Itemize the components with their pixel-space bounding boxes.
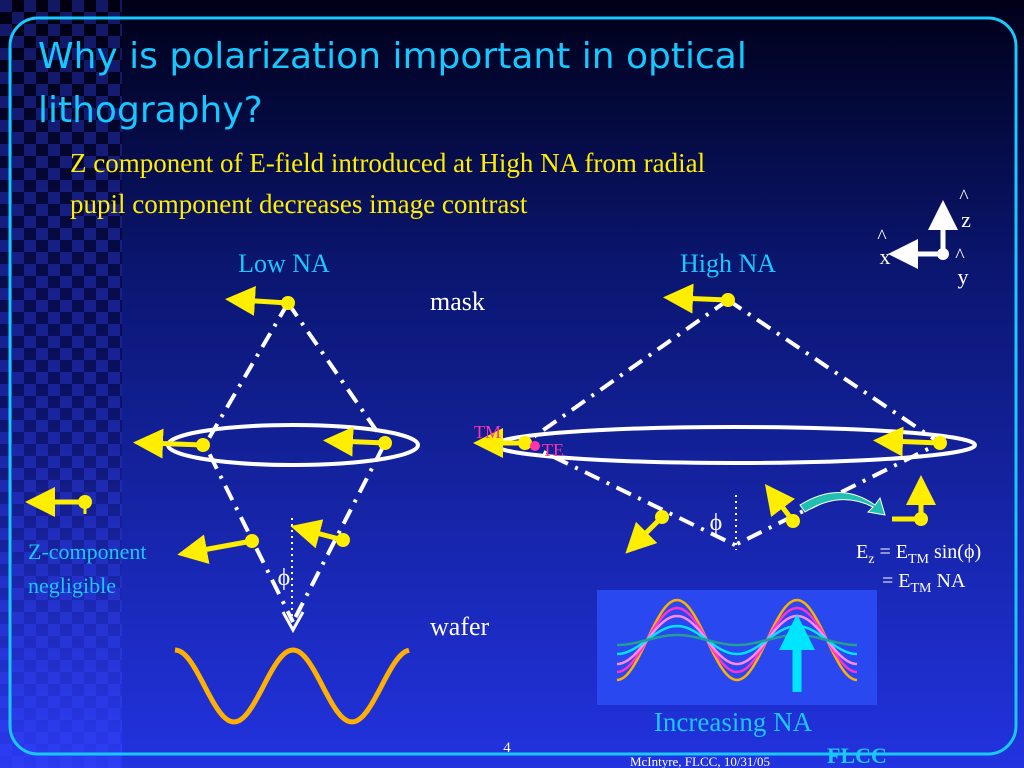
contrast-wave: [616, 614, 858, 666]
contrast-wave: [616, 598, 858, 682]
axis-name: y: [958, 264, 969, 289]
axes-icon: [888, 200, 958, 269]
angle-label: ϕ: [278, 565, 291, 591]
focus-arrow: [281, 611, 305, 634]
subtitle-line: pupil component decreases image contrast: [70, 189, 528, 219]
angle-label: ϕ: [710, 510, 723, 536]
formula-sub: z: [868, 552, 874, 567]
axis-hat: ^: [959, 186, 969, 208]
z-note: negligible: [28, 573, 116, 598]
axis-hat: ^: [877, 226, 887, 248]
contrast-wave: [616, 624, 858, 656]
increasing-label: Increasing NA: [654, 707, 813, 737]
low-na-label: Low NA: [238, 249, 330, 278]
ray: [286, 301, 388, 623]
wafer-label: wafer: [430, 612, 490, 641]
frame: [8, 16, 1018, 756]
low-na-fields: [25, 285, 392, 565]
axis-name: x: [880, 244, 891, 269]
te-dot: [530, 441, 540, 451]
page-number: 4: [503, 740, 511, 756]
tm-label: TM: [474, 422, 501, 442]
rotation-arrow: [799, 492, 886, 516]
mask-label: mask: [430, 287, 485, 316]
formula-part: E: [856, 541, 868, 563]
formula-sub: TM: [911, 581, 933, 596]
footer-credit: McIntyre, FLCC, 10/31/05: [630, 754, 770, 768]
intensity-wave: [174, 647, 410, 725]
contrast-wave: [617, 633, 857, 647]
formula-part: = E: [874, 541, 908, 563]
contrast-waves: [616, 598, 858, 682]
subtitle-line: Z component of E-field introduced at Hig…: [70, 148, 705, 178]
te-label: TE: [542, 440, 564, 460]
z-note: Z-component: [28, 539, 147, 564]
axis-name: z: [961, 207, 971, 232]
high-na-fields: [473, 283, 947, 554]
title-line: Why is polarization important in optical: [38, 36, 747, 77]
formula-sub: TM: [908, 552, 930, 567]
formula-part: sin(ϕ): [929, 541, 981, 563]
contrast-wave: [616, 606, 858, 674]
footer-logo: FLCC: [827, 743, 887, 768]
formula: = ETM NA: [882, 570, 966, 596]
title-line: lithography?: [38, 90, 263, 131]
formula-part: NA: [932, 570, 966, 592]
high-na-label: High NA: [680, 249, 776, 278]
formula-part: = E: [882, 570, 911, 592]
side-pattern: [0, 0, 122, 768]
axis-hat: ^: [955, 245, 965, 267]
contrast-panel: [597, 590, 877, 705]
formula: Ez = ETM sin(ϕ): [856, 541, 981, 567]
